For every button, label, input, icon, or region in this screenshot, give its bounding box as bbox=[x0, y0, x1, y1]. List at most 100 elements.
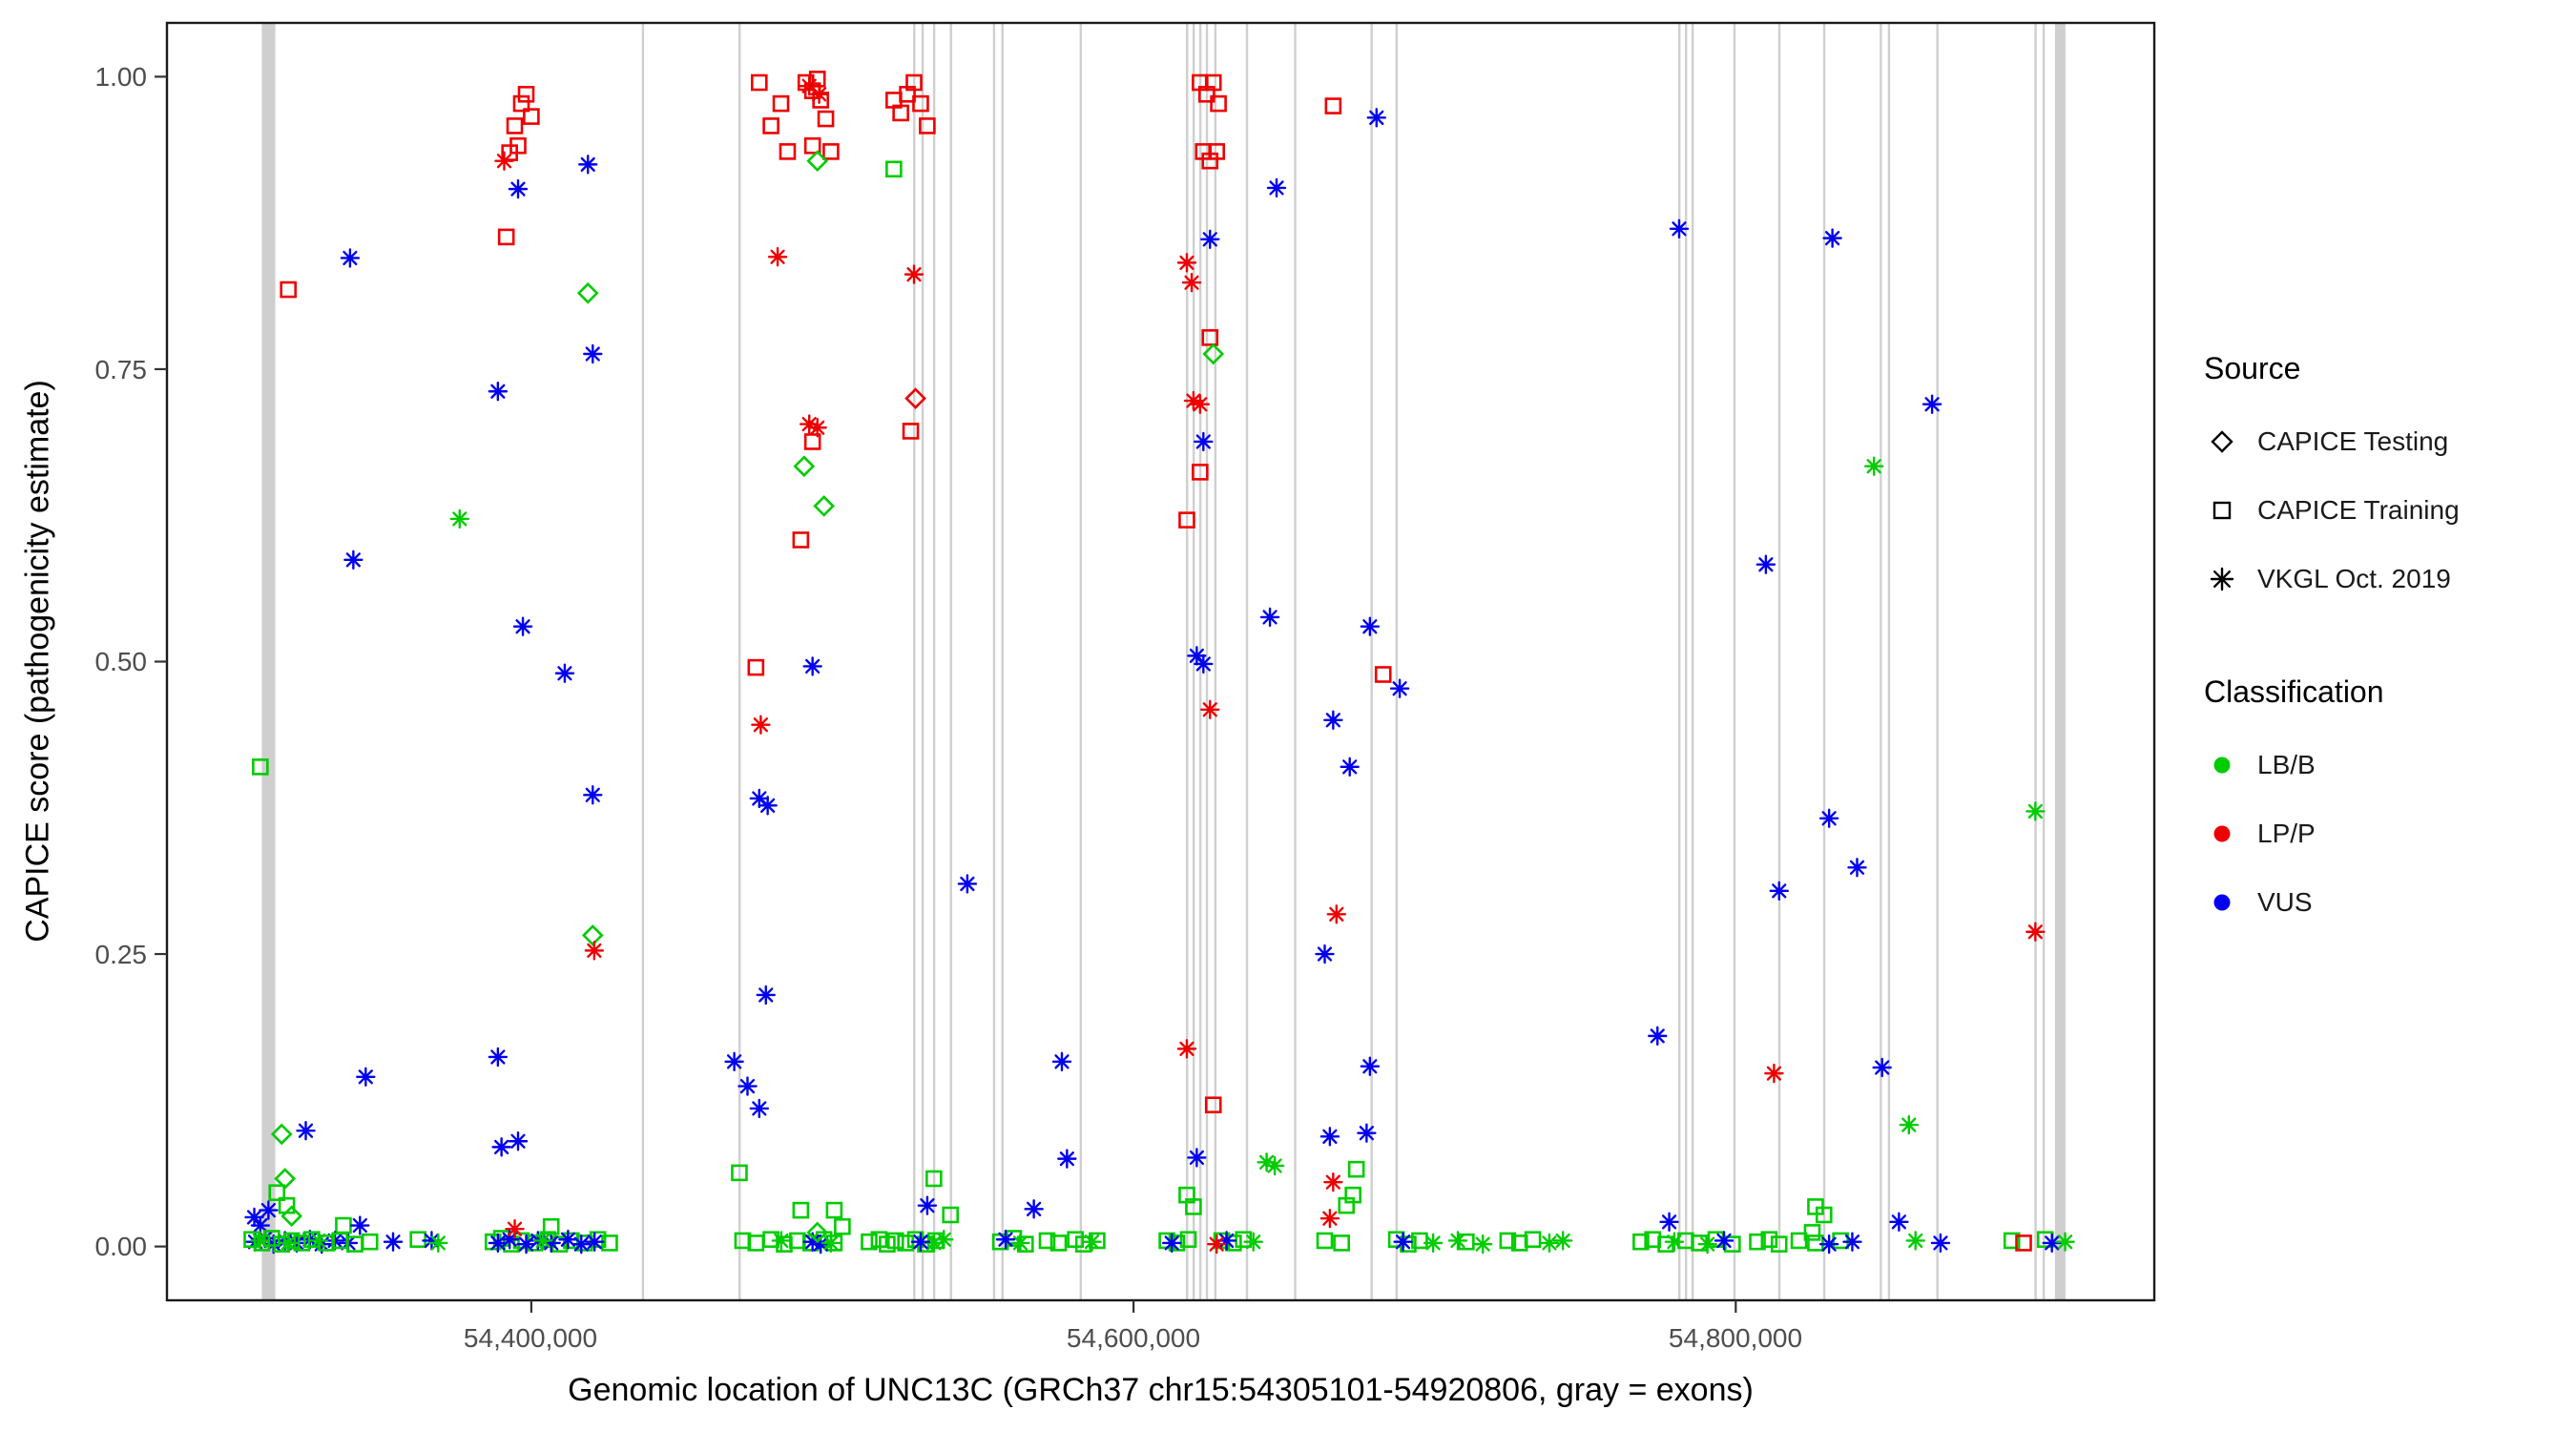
data-point-asterisk bbox=[1082, 1232, 1102, 1252]
data-point-square bbox=[512, 94, 530, 113]
data-point-square bbox=[1235, 1231, 1253, 1249]
data-point-asterisk bbox=[488, 382, 509, 402]
exon-line bbox=[1370, 23, 1373, 1300]
asterisk-icon bbox=[2210, 567, 2234, 591]
data-point-diamond bbox=[270, 1123, 293, 1146]
y-tick-label: 0.75 bbox=[94, 355, 148, 384]
data-point-asterisk bbox=[1366, 108, 1386, 128]
data-point-asterisk bbox=[1360, 616, 1381, 636]
data-point-asterisk bbox=[491, 1137, 511, 1157]
data-point-square bbox=[825, 1201, 843, 1219]
data-point-square bbox=[1208, 143, 1226, 160]
legend-spacer bbox=[2204, 613, 2566, 674]
data-point-asterisk bbox=[1194, 431, 1214, 452]
data-point-square bbox=[772, 94, 790, 113]
data-point-asterisk bbox=[1905, 1231, 1925, 1251]
data-point-square bbox=[1049, 1234, 1068, 1252]
data-point-square bbox=[1803, 1224, 1821, 1241]
data-point-asterisk bbox=[571, 1234, 592, 1255]
data-point-square bbox=[1178, 511, 1195, 529]
data-point-asterisk bbox=[1194, 653, 1214, 674]
data-point-square bbox=[1192, 464, 1209, 481]
data-point-asterisk bbox=[904, 264, 924, 284]
data-point-square bbox=[885, 160, 903, 178]
data-point-asterisk bbox=[488, 1233, 509, 1254]
data-point-diamond bbox=[806, 150, 829, 173]
data-point-asterisk bbox=[2042, 1233, 2062, 1254]
data-point-asterisk bbox=[505, 1219, 525, 1239]
data-point-square bbox=[268, 1184, 285, 1201]
data-point-asterisk bbox=[1243, 1232, 1263, 1252]
data-point-asterisk bbox=[278, 1233, 299, 1254]
data-point-square bbox=[1333, 1234, 1350, 1252]
data-point-asterisk bbox=[2055, 1232, 2075, 1252]
exon-line bbox=[1887, 23, 1891, 1300]
data-point-asterisk bbox=[1200, 699, 1220, 719]
data-point-square bbox=[253, 1234, 271, 1252]
data-point-square bbox=[897, 1234, 914, 1252]
data-point-square bbox=[361, 1233, 379, 1251]
data-point-square bbox=[1760, 1231, 1778, 1249]
data-point-asterisk bbox=[512, 616, 533, 636]
data-point-square bbox=[1347, 1160, 1365, 1178]
data-point-asterisk bbox=[1319, 1127, 1340, 1147]
data-point-square bbox=[1324, 97, 1342, 114]
legend-item-vus: VUS bbox=[2204, 868, 2566, 937]
data-point-square bbox=[1204, 73, 1222, 92]
green-dot-icon bbox=[2213, 757, 2231, 774]
data-point-asterisk bbox=[751, 715, 771, 735]
data-point-asterisk bbox=[343, 550, 364, 570]
y-tick-label: 0.50 bbox=[94, 647, 148, 676]
data-point-asterisk bbox=[1863, 456, 1884, 476]
data-point-asterisk bbox=[383, 1232, 404, 1252]
data-point-square bbox=[925, 1170, 943, 1188]
y-tick-label: 0.25 bbox=[94, 940, 148, 969]
data-point-asterisk bbox=[767, 247, 788, 267]
data-point-asterisk bbox=[2025, 922, 2046, 942]
legend-item-capice-training: CAPICE Training bbox=[2204, 476, 2566, 545]
data-point-square bbox=[834, 1217, 851, 1235]
legend-source-title: Source bbox=[2204, 351, 2301, 385]
data-point-asterisk bbox=[1207, 1234, 1227, 1255]
data-point-asterisk bbox=[917, 1195, 938, 1215]
data-point-asterisk bbox=[554, 663, 575, 683]
data-point-asterisk bbox=[558, 1230, 578, 1250]
data-point-square bbox=[1770, 1235, 1788, 1253]
data-point-square bbox=[1185, 1198, 1202, 1215]
data-point-square bbox=[817, 110, 835, 128]
data-point-square bbox=[879, 1235, 896, 1253]
data-point-asterisk bbox=[1200, 229, 1220, 250]
data-point-asterisk bbox=[821, 1233, 841, 1254]
square-icon bbox=[2212, 501, 2232, 520]
data-point-square bbox=[1499, 1232, 1517, 1250]
data-point-square bbox=[731, 1164, 748, 1182]
data-point-square bbox=[905, 73, 923, 92]
data-point-diamond bbox=[576, 281, 599, 304]
data-point-square bbox=[803, 136, 821, 155]
data-point-asterisk bbox=[802, 656, 822, 676]
exon-line bbox=[2054, 23, 2066, 1300]
data-point-diamond bbox=[1202, 342, 1225, 365]
data-point-asterisk bbox=[957, 874, 978, 894]
data-point-square bbox=[822, 143, 840, 160]
data-point-asterisk bbox=[756, 985, 776, 1006]
data-point-diamond bbox=[793, 455, 816, 478]
data-point-square bbox=[335, 1216, 352, 1234]
data-point-square bbox=[1411, 1232, 1428, 1250]
data-point-square bbox=[942, 1206, 960, 1224]
exon-line bbox=[1936, 23, 1939, 1300]
x-tick-label: 54,400,000 bbox=[463, 1323, 598, 1353]
data-point-square bbox=[1815, 1206, 1833, 1224]
data-point-square bbox=[1632, 1233, 1650, 1251]
data-point-asterisk bbox=[934, 1230, 954, 1250]
data-point-asterisk bbox=[449, 508, 469, 529]
exon-line bbox=[2034, 23, 2037, 1300]
data-point-asterisk bbox=[1315, 944, 1335, 964]
x-tick-label: 54,600,000 bbox=[1066, 1323, 1201, 1353]
data-point-square bbox=[779, 143, 797, 160]
exon-line bbox=[1079, 23, 1083, 1300]
data-point-asterisk bbox=[1024, 1199, 1044, 1219]
y-tick-label: 0.00 bbox=[94, 1232, 148, 1261]
data-point-asterisk bbox=[995, 1230, 1016, 1250]
